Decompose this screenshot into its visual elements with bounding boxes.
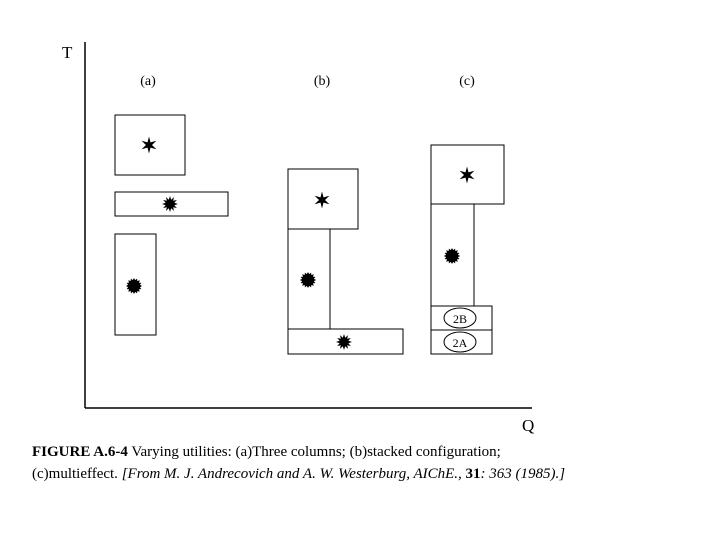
burst-icon <box>162 196 178 212</box>
column-box <box>114 114 186 176</box>
burst-icon <box>336 334 352 350</box>
y-axis-label: T <box>62 43 73 62</box>
caption-text: (c)multieffect. <box>32 466 122 482</box>
blob-icon <box>126 278 142 294</box>
caption-source: [From M. J. Andrecovich and A. W. Wester… <box>122 466 466 482</box>
star-icon <box>459 166 475 184</box>
column-box <box>287 328 404 355</box>
effect-ellipse <box>443 331 477 353</box>
column-box <box>430 329 493 355</box>
effect-label: 2A <box>453 336 468 350</box>
effect-label: 2B <box>453 312 467 326</box>
utility-icons <box>126 136 475 350</box>
panel-label: (c) <box>459 74 475 89</box>
caption-text: Varying utilities: (a)Three columns; (b)… <box>128 444 501 460</box>
panel-label: (a) <box>140 74 156 89</box>
star-icon <box>314 191 330 209</box>
blob-icon <box>300 272 316 288</box>
column-box <box>114 191 229 217</box>
caption-line: (c)multieffect. [From M. J. Andrecovich … <box>32 466 565 482</box>
effect-ellipse <box>443 307 477 329</box>
x-axis-label: Q <box>522 416 534 435</box>
caption-figure: FIGURE A.6-4 <box>32 444 128 460</box>
caption-line: FIGURE A.6-4 Varying utilities: (a)Three… <box>32 444 501 460</box>
blob-icon <box>444 248 460 264</box>
caption-pages: : 363 (1985).] <box>481 466 566 482</box>
star-icon <box>141 136 157 154</box>
panel-label: (b) <box>314 74 331 89</box>
caption-volume: 31 <box>466 466 481 482</box>
column-box <box>114 233 157 336</box>
